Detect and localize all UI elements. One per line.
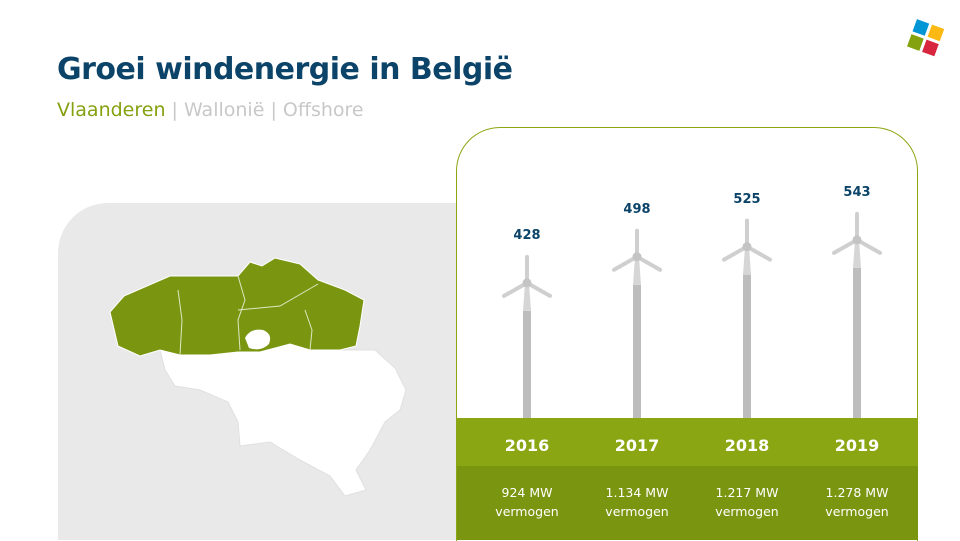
year-label: 2019 [834, 436, 880, 455]
capacity-unit: vermogen [605, 504, 669, 519]
year-band [457, 418, 918, 466]
page-title: Groei windenergie in België [57, 52, 513, 87]
capacity-unit: vermogen [825, 504, 889, 519]
capacity-unit: vermogen [495, 504, 559, 519]
capacity-label: 924 MW vermogen [472, 483, 582, 521]
turbine-tower [523, 310, 531, 418]
turbine-hub [852, 235, 862, 245]
turbine-tower [633, 284, 641, 418]
capacity-value: 924 MW [501, 485, 553, 500]
value-label: 543 [843, 184, 871, 200]
capacity-band [457, 466, 918, 540]
value-label: 428 [513, 227, 541, 243]
value-label: 498 [623, 201, 651, 217]
map-brussels [245, 329, 271, 350]
capacity-value: 1.217 MW [715, 485, 779, 500]
year-label: 2017 [614, 436, 660, 455]
tab-separator: | [270, 99, 277, 121]
region-tabs: Vlaanderen | Wallonië | Offshore [57, 99, 364, 121]
turbine-hub [742, 242, 752, 252]
turbine-tower [743, 274, 751, 418]
capacity-unit: vermogen [715, 504, 779, 519]
year-label: 2016 [504, 436, 550, 455]
tab-separator: | [171, 99, 178, 121]
tab-offshore[interactable]: Offshore [282, 99, 364, 121]
year-label: 2018 [724, 436, 770, 455]
map-flanders [109, 257, 365, 357]
capacity-label: 1.217 MW vermogen [692, 483, 802, 521]
tab-vlaanderen[interactable]: Vlaanderen [57, 99, 166, 121]
value-label: 525 [733, 191, 761, 207]
tab-wallonie[interactable]: Wallonië [183, 99, 265, 121]
turbine-tower [853, 267, 861, 418]
capacity-value: 1.278 MW [825, 485, 889, 500]
capacity-label: 1.278 MW vermogen [802, 483, 912, 521]
capacity-label: 1.134 MW vermogen [582, 483, 692, 521]
map-wallonia [159, 343, 407, 497]
turbine-hub [632, 252, 642, 262]
turbine-hub [522, 278, 532, 288]
capacity-value: 1.134 MW [605, 485, 669, 500]
turbine-tower-top [853, 239, 861, 268]
turbine-tower-top [633, 256, 641, 285]
turbine-tower-top [743, 246, 751, 275]
turbine-tower-top [523, 282, 531, 311]
